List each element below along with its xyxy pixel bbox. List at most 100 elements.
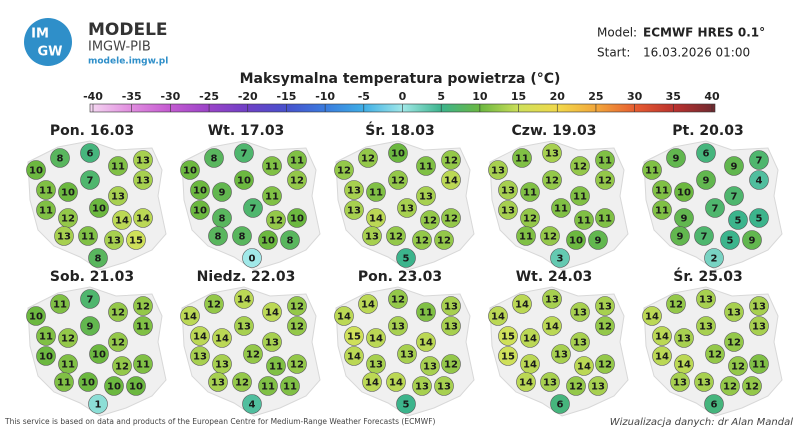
station-value: 11	[573, 192, 587, 203]
station-value: 7	[731, 192, 738, 203]
station-value: 12	[543, 232, 557, 243]
station-value: 14	[491, 312, 505, 323]
station-value: 2	[711, 254, 718, 265]
station-value: 14	[523, 360, 537, 371]
station-value: 10	[29, 166, 43, 177]
station-value: 14	[265, 308, 279, 319]
station	[386, 226, 406, 246]
station-value: 5	[735, 216, 742, 227]
station	[742, 230, 762, 250]
brand: MODELE	[88, 20, 168, 40]
station	[396, 394, 416, 414]
station-value: 7	[241, 149, 248, 160]
station-value: 12	[727, 338, 741, 349]
station-value: 5	[727, 236, 734, 247]
station	[595, 316, 615, 336]
station-value: 9	[677, 232, 684, 243]
station-value: 13	[545, 295, 559, 306]
station	[749, 150, 769, 170]
station-value: 12	[136, 302, 150, 313]
station	[36, 326, 56, 346]
station	[54, 372, 74, 392]
station-value: 11	[136, 360, 150, 371]
station-value: 14	[365, 378, 379, 389]
station	[570, 186, 590, 206]
station	[550, 394, 570, 414]
station	[26, 306, 46, 326]
station-value: 14	[519, 378, 533, 389]
station-value: 12	[731, 362, 745, 373]
station	[344, 180, 364, 200]
panel: Niedz. 22.03 14 12 14 14 12 14 14 13 13 12 13 13 12 11…	[180, 269, 321, 417]
station	[334, 160, 354, 180]
station	[366, 182, 386, 202]
station	[266, 210, 286, 230]
station	[396, 248, 416, 268]
station-value: 11	[419, 162, 433, 173]
station	[242, 394, 262, 414]
station	[36, 346, 56, 366]
colorbar-tick-label: -25	[199, 90, 219, 103]
station-value: 11	[419, 308, 433, 319]
station-value: 13	[107, 236, 121, 247]
station-value: 12	[111, 308, 125, 319]
model: ECMWF HRES 0.1°	[643, 26, 765, 40]
colorbar-tick-label: 0	[399, 90, 407, 103]
station-value: 14	[369, 334, 383, 345]
colorbar-tick-label: -10	[315, 90, 335, 103]
station	[674, 328, 694, 348]
station	[696, 289, 716, 309]
station-value: 6	[703, 149, 710, 160]
station	[574, 356, 594, 376]
station-value: 1	[95, 400, 102, 411]
station-value: 7	[87, 295, 94, 306]
station-value: 12	[415, 236, 429, 247]
panel: Czw. 19.03 13 11 13 12 11 13 11 12 11 12 13 12 11 11 11…	[488, 123, 629, 271]
org: IMGW-PIB	[88, 40, 151, 55]
panel-date: Śr. 18.03	[365, 121, 434, 139]
station-value: 12	[207, 300, 221, 311]
station-value: 11	[53, 300, 67, 311]
station-value: 4	[249, 400, 256, 411]
station	[595, 208, 615, 228]
station	[243, 198, 263, 218]
station-value: 13	[215, 360, 229, 371]
station	[366, 328, 386, 348]
station-value: 3	[557, 254, 564, 265]
panel-date: Pon. 16.03	[50, 123, 134, 139]
station-value: 13	[591, 382, 605, 393]
station-value: 10	[61, 188, 75, 199]
panel-date: Wt. 17.03	[208, 123, 285, 139]
station-value: 12	[235, 378, 249, 389]
station-value: 13	[57, 232, 71, 243]
station-value: 5	[403, 400, 410, 411]
station	[266, 356, 286, 376]
station	[133, 150, 153, 170]
station	[388, 170, 408, 190]
station	[234, 170, 254, 190]
station-value: 13	[543, 378, 557, 389]
station-value: 14	[337, 312, 351, 323]
station	[441, 208, 461, 228]
station	[498, 346, 518, 366]
station-value: 14	[361, 300, 375, 311]
station-value: 9	[703, 176, 710, 187]
station	[133, 316, 153, 336]
station-value: 12	[389, 232, 403, 243]
station-value: 13	[347, 186, 361, 197]
station	[287, 296, 307, 316]
station-value: 12	[290, 322, 304, 333]
station-value: 9	[87, 322, 94, 333]
station-value: 11	[655, 186, 669, 197]
station	[666, 294, 686, 314]
station-value: 14	[183, 312, 197, 323]
station-value: 13	[415, 382, 429, 393]
colorbar-tick-label: 40	[704, 90, 720, 103]
station-value: 11	[515, 154, 529, 165]
station-value: 11	[655, 206, 669, 217]
station-value: 7	[87, 176, 94, 187]
station-value: 14	[444, 176, 458, 187]
station	[704, 394, 724, 414]
colorbar-tick-label: 30	[627, 90, 643, 103]
